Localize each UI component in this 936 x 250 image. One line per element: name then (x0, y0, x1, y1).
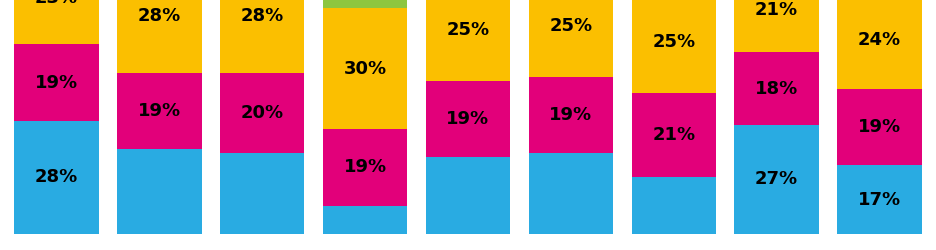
Text: 27%: 27% (755, 170, 798, 188)
Bar (220, 72, 304, 153)
Bar (838, 0, 922, 89)
Text: 21%: 21% (652, 126, 695, 144)
Text: 28%: 28% (138, 7, 181, 25)
Bar (426, 157, 510, 234)
Bar (426, 81, 510, 157)
Bar (323, 206, 407, 234)
Bar (735, 125, 819, 234)
Text: 19%: 19% (344, 158, 387, 176)
Bar (117, 0, 201, 72)
Bar (529, 76, 613, 153)
Bar (735, 52, 819, 125)
Text: 21%: 21% (755, 1, 798, 19)
Bar (838, 165, 922, 234)
Bar (14, 44, 98, 121)
Text: 28%: 28% (241, 7, 284, 25)
Text: 24%: 24% (858, 31, 901, 49)
Bar (838, 89, 922, 165)
Bar (14, 0, 98, 44)
Bar (220, 0, 304, 72)
Bar (323, 8, 407, 129)
Text: 25%: 25% (652, 33, 695, 51)
Bar (323, 0, 407, 8)
Text: 30%: 30% (344, 60, 387, 78)
Text: 25%: 25% (446, 21, 490, 39)
Text: 20%: 20% (241, 104, 284, 122)
Text: 28%: 28% (35, 168, 79, 186)
Bar (426, 0, 510, 81)
Text: 25%: 25% (549, 17, 592, 35)
Bar (220, 153, 304, 234)
Text: 19%: 19% (35, 74, 78, 92)
Bar (14, 121, 98, 234)
Bar (632, 178, 716, 234)
Bar (632, 0, 716, 93)
Bar (117, 72, 201, 149)
Bar (323, 129, 407, 206)
Text: 23%: 23% (35, 0, 78, 7)
Bar (735, 0, 819, 52)
Text: 19%: 19% (138, 102, 181, 120)
Text: 17%: 17% (858, 190, 901, 208)
Bar (117, 149, 201, 234)
Text: 18%: 18% (755, 80, 798, 98)
Bar (529, 153, 613, 234)
Bar (632, 93, 716, 178)
Text: 19%: 19% (549, 106, 592, 124)
Text: 19%: 19% (858, 118, 901, 136)
Bar (529, 0, 613, 76)
Text: 19%: 19% (446, 110, 490, 128)
